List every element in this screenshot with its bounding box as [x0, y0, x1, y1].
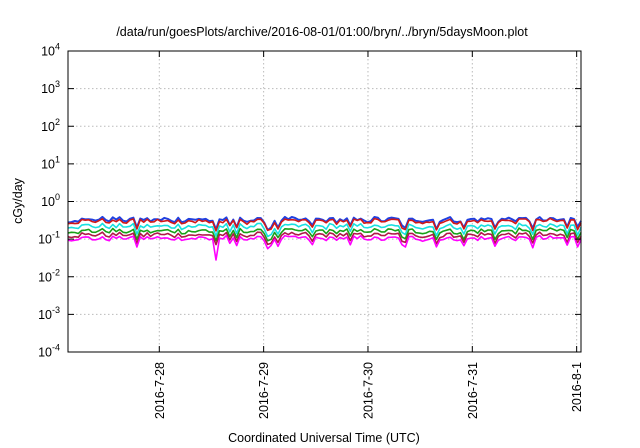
- series-line: [67, 227, 582, 242]
- series-line: [67, 222, 582, 238]
- x-tick-label: 2016-7-30: [361, 362, 375, 419]
- y-tick-label: 10-4: [38, 343, 60, 360]
- x-tick-label: 2016-7-28: [153, 362, 167, 419]
- y-tick-exponent: 1: [55, 154, 60, 164]
- y-tick-exponent: -2: [52, 267, 60, 277]
- series-line: [67, 234, 582, 261]
- y-tick-exponent: -4: [52, 343, 60, 353]
- y-tick-label: 10-3: [38, 305, 60, 322]
- x-tick-label: 2016-8-1: [570, 362, 584, 412]
- y-tick-label: 102: [41, 117, 60, 134]
- y-tick-label: 101: [41, 154, 60, 171]
- y-tick-exponent: 4: [55, 42, 60, 52]
- x-tick-label: 2016-7-29: [257, 362, 271, 419]
- x-axis: 2016-7-28 2016-7-29 2016-7-30 2016-7-31 2016…: [153, 51, 584, 419]
- chart-title: /data/run/goesPlots/archive/2016-08-01/0…: [116, 25, 528, 39]
- y-tick-exponent: 3: [55, 79, 60, 89]
- y-tick-exponent: 0: [55, 192, 60, 202]
- y-tick-label: 10-1: [38, 230, 60, 247]
- y-tick-label: 104: [41, 42, 60, 59]
- series-line: [67, 217, 582, 232]
- grid: [68, 51, 581, 352]
- y-tick-exponent: -1: [52, 230, 60, 240]
- y-axis-label: cGy/day: [11, 177, 25, 224]
- x-axis-label: Coordinated Universal Time (UTC): [228, 431, 420, 445]
- x-tick-label: 2016-7-31: [466, 362, 480, 419]
- y-tick-label: 103: [41, 79, 60, 96]
- y-tick-label: 10-2: [38, 267, 60, 284]
- y-tick-label: 100: [41, 192, 60, 209]
- plot-series: [67, 215, 582, 261]
- series-line: [67, 231, 582, 246]
- y-tick-exponent: -3: [52, 305, 60, 315]
- y-tick-exponent: 2: [55, 117, 60, 127]
